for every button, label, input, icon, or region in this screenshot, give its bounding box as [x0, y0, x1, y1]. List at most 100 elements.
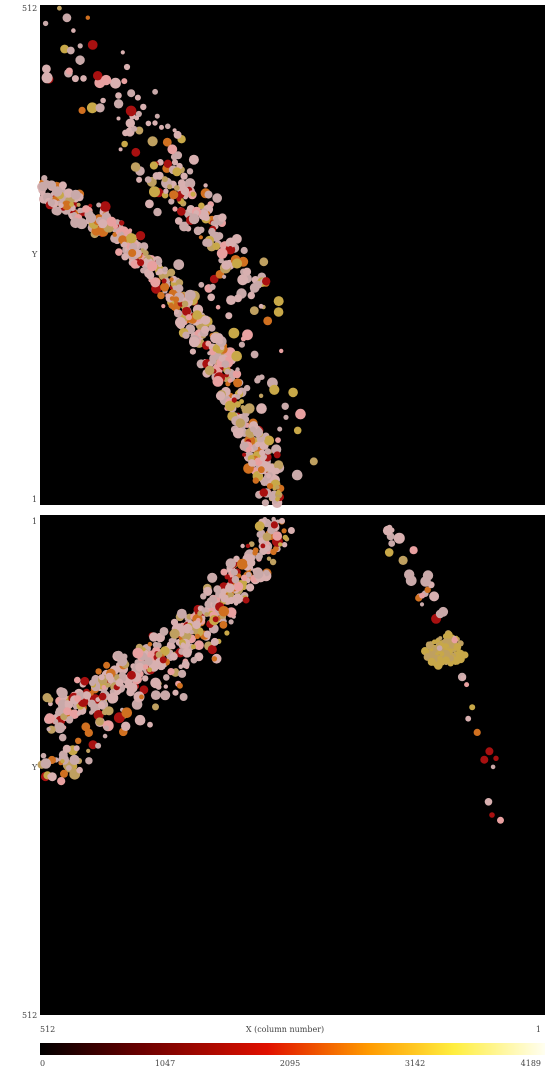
- blob: [121, 241, 128, 248]
- blob: [57, 687, 68, 699]
- blob: [152, 120, 158, 126]
- blob: [435, 638, 440, 643]
- blob: [433, 661, 439, 667]
- blob: [242, 580, 248, 586]
- blob: [157, 268, 164, 275]
- blob: [208, 324, 216, 332]
- blob: [181, 300, 189, 308]
- blob: [238, 341, 245, 348]
- blob: [169, 652, 178, 661]
- blob: [209, 283, 216, 290]
- blob: [262, 532, 272, 542]
- blob: [133, 691, 145, 703]
- blob: [493, 755, 499, 761]
- blob: [295, 408, 306, 420]
- blob: [161, 304, 166, 309]
- blob: [176, 197, 181, 202]
- blob: [135, 662, 145, 672]
- blob: [155, 258, 163, 266]
- blob: [173, 259, 185, 270]
- blob: [220, 568, 228, 576]
- blob: [203, 630, 212, 638]
- blob: [233, 581, 244, 592]
- blob: [249, 306, 259, 315]
- blob: [98, 674, 105, 681]
- blob: [127, 670, 136, 680]
- colorbar-tick-label: 1047: [155, 1059, 175, 1068]
- blob: [121, 140, 128, 148]
- blob: [254, 521, 265, 532]
- blob: [115, 248, 123, 256]
- blob: [168, 302, 174, 309]
- blob: [117, 656, 128, 667]
- blob: [204, 190, 213, 199]
- blob: [95, 697, 101, 702]
- blob: [204, 365, 215, 376]
- blob: [163, 684, 168, 689]
- blob: [139, 685, 149, 695]
- blob: [147, 721, 153, 728]
- blob: [180, 172, 188, 180]
- blob: [273, 296, 284, 307]
- blob: [438, 636, 443, 641]
- blob: [270, 521, 278, 529]
- blob: [255, 552, 263, 561]
- blob: [173, 130, 182, 139]
- blob: [60, 759, 65, 764]
- blob: [227, 246, 234, 252]
- blob: [93, 71, 103, 81]
- blob: [186, 168, 194, 175]
- blob: [137, 259, 145, 267]
- blob: [433, 654, 439, 660]
- blob: [190, 644, 196, 650]
- blob: [264, 448, 272, 455]
- blob: [269, 384, 280, 395]
- blob: [86, 748, 91, 754]
- blob: [435, 609, 445, 619]
- blob: [77, 43, 83, 49]
- blob: [76, 202, 81, 207]
- blob: [275, 489, 281, 495]
- blob: [130, 259, 140, 269]
- blob: [131, 147, 141, 157]
- blob: [252, 477, 259, 484]
- blob: [155, 651, 163, 659]
- blob: [197, 610, 203, 616]
- blob: [234, 294, 242, 303]
- blob: [252, 550, 258, 556]
- blob: [42, 20, 49, 27]
- blob: [231, 258, 243, 269]
- blob: [235, 394, 241, 400]
- blob: [139, 694, 144, 700]
- blob: [167, 668, 175, 676]
- blob: [121, 721, 131, 731]
- blob: [87, 699, 96, 708]
- blob: [64, 700, 74, 710]
- blob: [107, 692, 119, 704]
- blob: [236, 558, 248, 570]
- blob: [198, 235, 203, 240]
- blob: [180, 186, 190, 196]
- blob: [70, 189, 81, 200]
- blob: [194, 640, 204, 651]
- blob: [445, 631, 453, 639]
- blob: [154, 113, 160, 119]
- blob: [69, 202, 74, 207]
- blob: [218, 355, 226, 362]
- blob: [200, 315, 211, 325]
- blob: [159, 656, 167, 664]
- blob: [242, 267, 252, 276]
- blob: [144, 176, 152, 184]
- blob: [129, 242, 138, 251]
- blob: [188, 154, 199, 165]
- blob: [248, 459, 256, 467]
- blob: [47, 180, 57, 190]
- blob: [437, 656, 442, 661]
- blob: [173, 296, 180, 303]
- blob: [85, 757, 93, 765]
- blob: [103, 661, 111, 669]
- blob: [143, 664, 149, 670]
- blob: [281, 402, 289, 410]
- blob: [105, 672, 114, 681]
- blob: [198, 226, 205, 233]
